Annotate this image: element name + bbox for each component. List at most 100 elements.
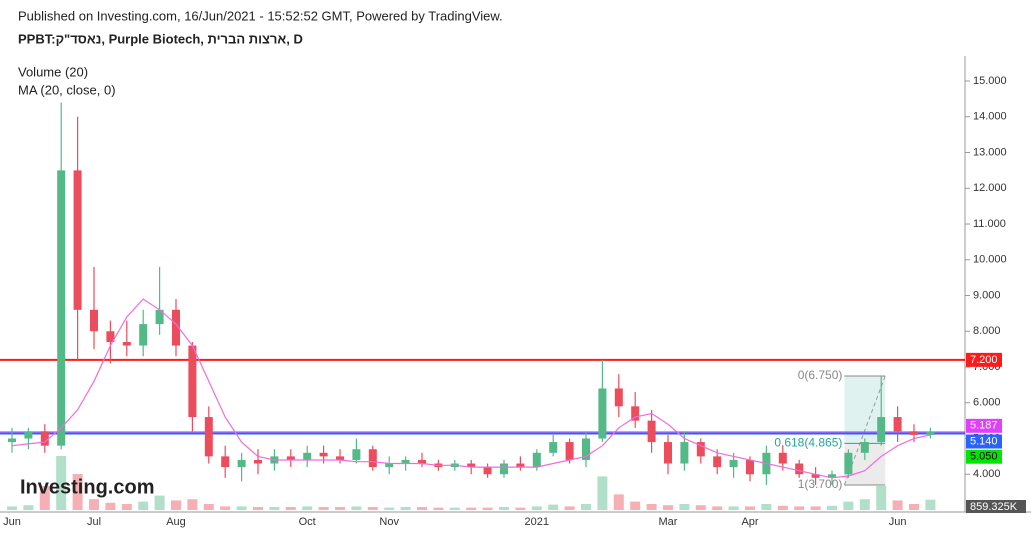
volume-bar: [909, 504, 919, 510]
x-tick-label: Apr: [741, 516, 758, 528]
y-tick-label: 4.000: [973, 468, 1001, 480]
price-label-box: [966, 434, 1002, 449]
candle-body: [286, 456, 295, 460]
volume-bar: [745, 506, 755, 510]
volume-bar: [400, 507, 411, 510]
volume-bar: [613, 494, 624, 510]
volume-bar: [515, 507, 526, 510]
candle-body: [696, 442, 705, 457]
fib-label: 1(3.700): [798, 477, 843, 491]
candle-body: [680, 442, 689, 464]
volume-bar: [482, 507, 493, 510]
candle-body: [352, 449, 361, 460]
y-tick-label: 6.000: [973, 397, 1001, 409]
candle-body: [172, 309, 180, 346]
price-label-box: [966, 418, 1002, 433]
volume-bar: [597, 476, 608, 510]
legend-item: MA (20, close, 0): [18, 82, 116, 97]
volume-bar: [728, 506, 739, 510]
price-label: 5.140: [970, 435, 998, 447]
candle-body: [713, 456, 722, 468]
y-tick-label: 14.000: [973, 111, 1007, 123]
x-tick-label: Jul: [87, 516, 101, 528]
candle-body: [122, 341, 131, 346]
candle-body: [155, 309, 164, 325]
header: Published on Investing.com, 16/Jun/2021 …: [18, 8, 503, 23]
volume-bar: [154, 495, 165, 510]
candle-body: [483, 467, 492, 475]
volume-bar: [220, 506, 231, 510]
volume-bar: [630, 501, 641, 510]
price-label: 5.187: [970, 420, 998, 432]
candle-body: [139, 324, 148, 346]
volume-bar: [695, 505, 706, 510]
y-tick-label: 15.000: [973, 75, 1007, 87]
volume-bar: [285, 507, 296, 510]
candle-body: [664, 442, 672, 464]
candle-body: [467, 463, 476, 468]
price-label: 5.050: [970, 451, 998, 463]
candle-body: [926, 431, 935, 435]
candle-body: [106, 331, 115, 342]
candle-body: [303, 452, 312, 460]
volume-bar: [351, 506, 362, 510]
volume-bar: [23, 505, 34, 510]
volume-bar: [72, 474, 83, 510]
volume-bar: [171, 500, 181, 510]
fib-trend: [843, 375, 886, 486]
candle-body: [729, 459, 738, 468]
volume-bar: [367, 507, 378, 510]
candle-body: [385, 463, 394, 468]
candle-body: [844, 452, 853, 475]
volume-bar: [859, 499, 870, 510]
candle-body: [319, 452, 328, 457]
candle-body: [418, 459, 426, 464]
candle-body: [910, 431, 918, 435]
y-tick-label: 10.000: [973, 254, 1007, 266]
candle-body: [614, 388, 623, 407]
volume-bar: [777, 505, 788, 510]
candle-body: [500, 463, 508, 475]
candle-body: [368, 449, 377, 468]
candle-body: [582, 438, 590, 460]
volume-bar: [892, 500, 903, 510]
volume-label-box: [966, 500, 1026, 513]
x-tick-label: Nov: [379, 516, 399, 528]
candle-body: [204, 417, 213, 457]
candle-body: [188, 345, 197, 418]
volume-bar: [663, 505, 673, 510]
volume-bar: [203, 504, 214, 510]
y-tick-label: 13.000: [973, 146, 1007, 158]
logo: Investing.com: [20, 476, 154, 498]
volume-bar: [335, 507, 345, 510]
volume-bar: [646, 504, 657, 510]
candle-body: [598, 388, 607, 439]
x-tick-label: Mar: [659, 516, 678, 528]
candle-body: [631, 406, 640, 421]
candle-body: [90, 309, 98, 332]
x-tick-label: Aug: [166, 516, 186, 528]
volume-bar: [810, 506, 821, 510]
price-label-box: [966, 352, 1002, 367]
volume-bar: [417, 507, 427, 510]
candle-body: [221, 456, 230, 468]
volume-bar: [843, 501, 854, 510]
volume-bar: [712, 506, 723, 510]
symbol-title: PPBT:נאסד"ק, Purple Biotech, ארצות הברית…: [18, 31, 303, 46]
candle-body: [336, 456, 344, 460]
volume-bar: [89, 499, 99, 510]
volume-bar: [761, 504, 772, 510]
volume-bar: [138, 501, 149, 510]
fib-label: 0.618(4.865): [774, 436, 842, 450]
volume-bar: [253, 507, 263, 510]
volume-bar: [679, 504, 690, 510]
volume-bar: [449, 507, 460, 510]
candle-body: [237, 459, 246, 468]
x-tick-label: 2021: [525, 516, 549, 528]
y-tick-label: 11.000: [973, 218, 1006, 230]
volume-bar: [7, 506, 17, 510]
volume-bar: [876, 486, 887, 510]
volume-bar: [269, 507, 280, 510]
candle-body: [254, 459, 262, 464]
y-tick-label: 9.000: [973, 289, 1001, 301]
